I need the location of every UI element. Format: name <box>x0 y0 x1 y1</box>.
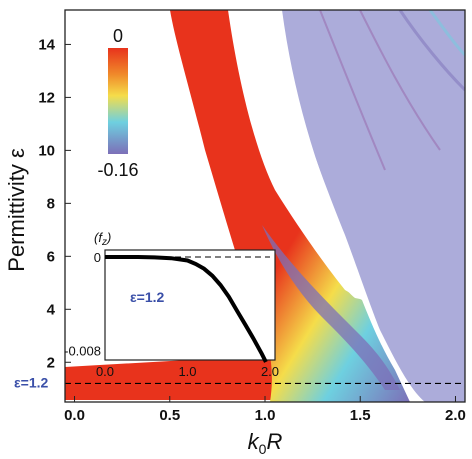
bottom-band <box>65 355 275 400</box>
x-tick-label: 1.5 <box>350 407 371 424</box>
y-tick-label: 8 <box>47 195 55 212</box>
inset-y-tick-label: -0.008 <box>64 343 101 358</box>
inset-y-tick-label: 0 <box>94 250 101 265</box>
stripe-1 <box>319 10 386 171</box>
stripe-4 <box>428 10 465 57</box>
main-band <box>170 10 410 402</box>
stripe-3 <box>398 10 465 92</box>
y-tick-label: 2 <box>47 354 55 371</box>
inset-y-label: (fz) <box>94 230 111 248</box>
inset-y-ticks: 0 -0.008 <box>64 250 101 358</box>
x-tick-label: 0.5 <box>159 407 180 424</box>
inset-x-ticks: 0.0 1.0 2.0 <box>96 364 279 379</box>
stripe-2 <box>359 10 441 151</box>
y-tick-label: 4 <box>47 301 56 318</box>
inset-x-tick-label: 2.0 <box>261 364 279 379</box>
inset-frame <box>104 249 276 361</box>
inset-chart: (fz) ε=1.2 0.0 1.0 2.0 0 -0.008 <box>64 230 279 379</box>
x-tick-label: 0.0 <box>64 407 85 424</box>
x-tick-label: 2.0 <box>445 407 466 424</box>
inset-x-tick-label: 0.0 <box>96 364 114 379</box>
colorbar <box>108 48 128 154</box>
y-tick-label: 14 <box>38 36 55 53</box>
y-tick-label: 6 <box>47 248 55 265</box>
lavender-region <box>280 10 465 402</box>
y-tick-label: 12 <box>38 89 55 106</box>
inset-annotation: ε=1.2 <box>130 289 164 305</box>
blue-streak <box>262 225 400 390</box>
x-ticks: 0.0 0.5 1.0 1.5 2.0 <box>64 396 466 424</box>
y-ticks: 2 4 6 8 10 12 14 <box>38 36 71 371</box>
white-gap <box>250 10 365 300</box>
inset-x-tick-label: 1.0 <box>178 364 196 379</box>
heatmap-region <box>65 10 465 402</box>
y-tick-label: 10 <box>38 142 55 159</box>
reference-line-label: ε=1.2 <box>14 374 48 390</box>
colorbar-max-label: 0 <box>113 26 123 46</box>
x-axis-label: k0R <box>248 429 283 457</box>
inset-curve <box>105 255 268 363</box>
colorbar-min-label: -0.16 <box>97 160 138 180</box>
y-axis-label: Permittivity ε <box>4 148 29 272</box>
x-tick-label: 1.0 <box>255 407 276 424</box>
